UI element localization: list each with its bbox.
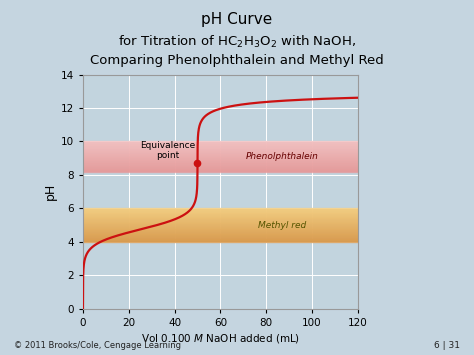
Bar (83, 143, 358, 144)
Bar (83, 166, 358, 167)
X-axis label: Vol 0.100 $\mathit{M}$ NaOH added (mL): Vol 0.100 $\mathit{M}$ NaOH added (mL) (141, 332, 300, 345)
Bar (83, 151, 358, 152)
Bar (83, 241, 358, 242)
Y-axis label: pH: pH (44, 183, 56, 200)
Bar (83, 219, 358, 220)
Bar (83, 233, 358, 234)
Bar (83, 154, 358, 155)
Bar (83, 226, 358, 227)
Bar (83, 238, 358, 239)
Bar (83, 167, 358, 168)
Text: Comparing Phenolphthalein and Methyl Red: Comparing Phenolphthalein and Methyl Red (90, 54, 384, 67)
Bar (83, 229, 358, 230)
Bar (83, 210, 358, 211)
Bar (83, 161, 358, 162)
Bar (83, 150, 358, 151)
Bar (83, 232, 358, 233)
Bar (83, 235, 358, 236)
Bar (83, 221, 358, 222)
Bar (83, 144, 358, 145)
Text: Phenolphthalein: Phenolphthalein (246, 152, 319, 161)
Bar (83, 208, 358, 209)
Bar (83, 156, 358, 157)
Bar (83, 216, 358, 217)
Bar (83, 152, 358, 153)
Bar (83, 155, 358, 156)
Bar (83, 223, 358, 224)
Bar (83, 213, 358, 214)
Bar (83, 222, 358, 223)
Bar (83, 214, 358, 215)
Bar (83, 212, 358, 213)
Bar (83, 163, 358, 164)
Text: Methyl red: Methyl red (258, 221, 306, 230)
Bar (83, 148, 358, 149)
Bar (83, 237, 358, 238)
Bar (83, 169, 358, 170)
Bar (83, 236, 358, 237)
Bar (83, 217, 358, 218)
Bar (83, 218, 358, 219)
Bar (83, 215, 358, 216)
Bar (83, 168, 358, 169)
Bar (83, 240, 358, 241)
Bar (83, 231, 358, 232)
Bar (83, 234, 358, 235)
Bar (83, 220, 358, 221)
Bar (83, 164, 358, 165)
Text: © 2011 Brooks/Cole, Cengage Learning: © 2011 Brooks/Cole, Cengage Learning (14, 341, 181, 350)
Bar (83, 142, 358, 143)
Bar (83, 165, 358, 166)
Text: pH Curve: pH Curve (201, 12, 273, 27)
Bar (83, 147, 358, 148)
Bar (83, 157, 358, 158)
Bar (83, 170, 358, 171)
Bar (83, 162, 358, 163)
Bar (83, 145, 358, 146)
Bar (83, 153, 358, 154)
Bar (83, 149, 358, 150)
Bar (83, 225, 358, 226)
Bar (83, 239, 358, 240)
Text: 6 | 31: 6 | 31 (434, 341, 460, 350)
Bar (83, 211, 358, 212)
Text: Equivalence
point: Equivalence point (140, 141, 195, 160)
Bar (83, 159, 358, 160)
Bar (83, 158, 358, 159)
Bar (83, 224, 358, 225)
Bar (83, 228, 358, 229)
Bar (83, 230, 358, 231)
Text: for Titration of HC$_2$H$_3$O$_2$ with NaOH,: for Titration of HC$_2$H$_3$O$_2$ with N… (118, 34, 356, 50)
Bar (83, 209, 358, 210)
Bar (83, 227, 358, 228)
Bar (83, 146, 358, 147)
Bar (83, 160, 358, 161)
